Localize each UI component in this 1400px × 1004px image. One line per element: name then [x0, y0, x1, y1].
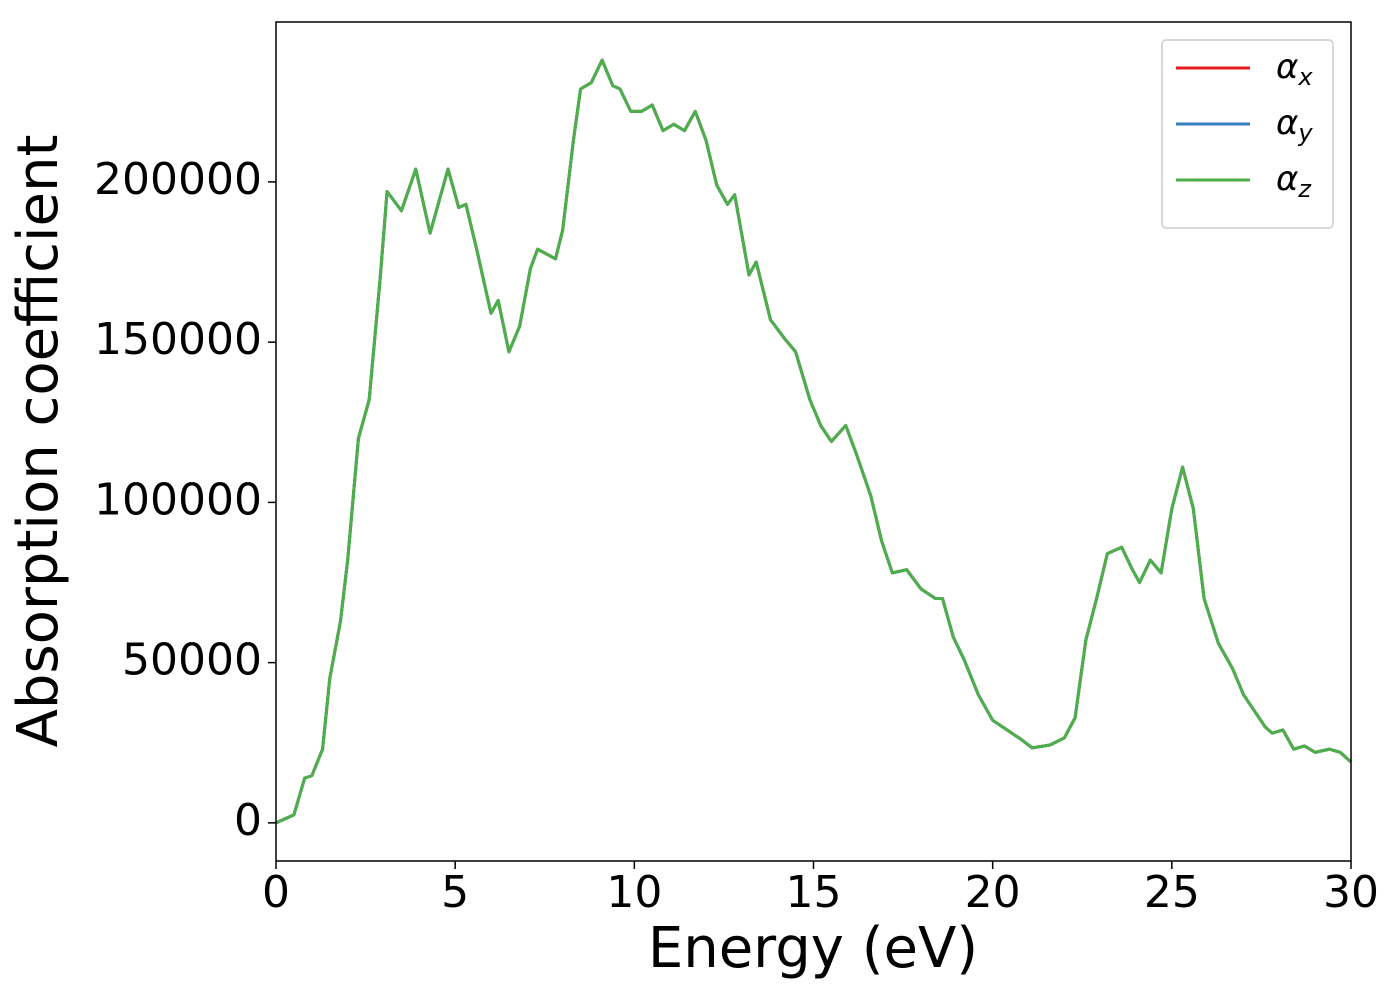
legend-label: αz [1276, 159, 1312, 204]
x-tick-label: 0 [262, 867, 290, 918]
legend-label: αy [1276, 103, 1313, 148]
data-line [275, 58, 1352, 825]
x-tick-label: 5 [441, 867, 469, 918]
x-tick-label: 30 [1323, 867, 1379, 918]
y-tick-label: 150000 [94, 314, 262, 365]
plot-frame [275, 21, 1352, 862]
x-tick-label: 25 [1144, 867, 1200, 918]
y-tick-label: 0 [234, 795, 262, 846]
legend-label: αx [1276, 47, 1313, 92]
x-axis-label: Energy (eV) [648, 916, 978, 981]
y-tick-label: 100000 [94, 474, 262, 525]
y-axis-label: Absorption coefficient [6, 135, 71, 748]
y-tick-label: 200000 [94, 154, 262, 205]
x-tick-label: 10 [606, 867, 662, 918]
x-tick-label: 15 [786, 867, 842, 918]
x-tick-label: 20 [965, 867, 1021, 918]
y-tick-label: 50000 [122, 635, 262, 686]
